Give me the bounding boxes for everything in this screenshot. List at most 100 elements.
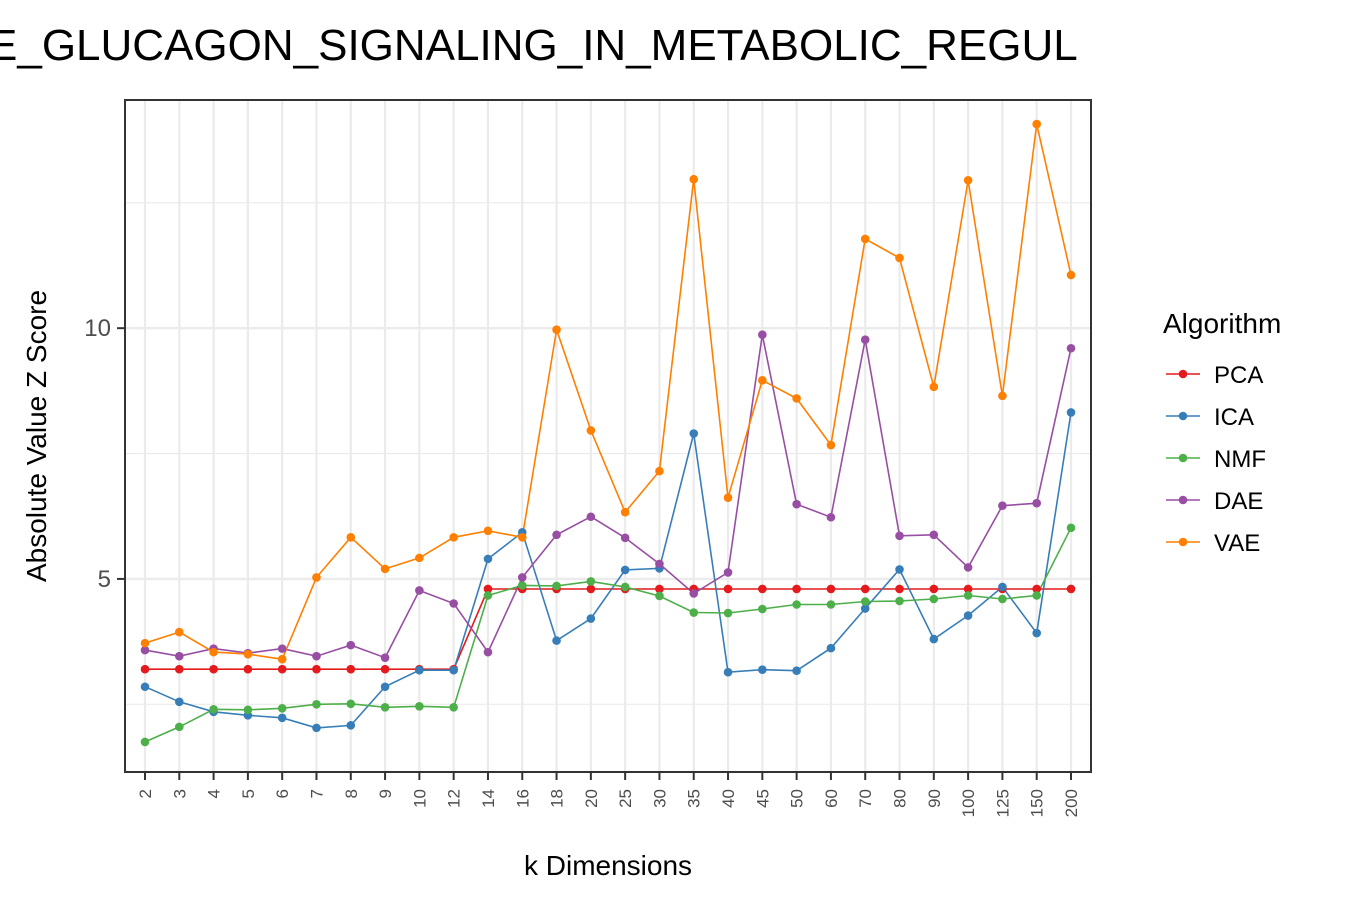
x-tick-label: 20	[582, 789, 601, 808]
legend-label: PCA	[1214, 362, 1263, 389]
data-point-ica	[895, 565, 904, 574]
data-point-ica	[449, 665, 458, 675]
data-point-nmf	[346, 699, 356, 709]
data-point-nmf	[1066, 523, 1076, 533]
data-point-vae	[895, 253, 904, 263]
legend-item-dae: DAE	[1166, 488, 1263, 515]
x-tick-label: 25	[616, 789, 635, 808]
data-point-pca	[758, 584, 767, 594]
data-point-dae	[723, 568, 733, 577]
legend-label: NMF	[1214, 446, 1266, 473]
data-point-vae	[346, 533, 356, 542]
data-point-pca	[312, 664, 321, 674]
data-point-dae	[517, 573, 527, 582]
data-point-dae	[792, 499, 801, 509]
data-point-nmf	[552, 581, 561, 591]
x-axis-title: k Dimensions	[524, 850, 692, 881]
data-point-dae	[552, 530, 561, 540]
data-point-ica	[552, 636, 561, 645]
data-point-nmf	[277, 704, 287, 713]
series-line-dae	[144, 334, 1072, 659]
data-point-vae	[174, 627, 184, 637]
data-point-pca	[723, 584, 733, 594]
legend-items: PCA ICA NMF DAE VAE	[1166, 362, 1266, 557]
data-point-dae	[140, 645, 150, 655]
legend-key-point	[1178, 495, 1188, 505]
legend: Algorithm PCA ICA NMF DAE VAE	[1163, 308, 1281, 557]
data-point-pca	[586, 584, 596, 594]
data-point-vae	[1066, 270, 1076, 280]
legend-label: ICA	[1214, 404, 1254, 431]
data-point-dae	[586, 512, 596, 522]
series-points	[140, 119, 1076, 747]
legend-title: Algorithm	[1163, 308, 1281, 339]
data-point-ica	[963, 611, 973, 620]
data-point-pca	[792, 584, 801, 594]
data-point-dae	[174, 651, 184, 661]
legend-key-point	[1178, 537, 1188, 547]
data-point-dae	[689, 589, 699, 598]
data-point-vae	[415, 553, 424, 563]
x-tick-label: 8	[342, 789, 361, 798]
data-point-dae	[620, 533, 630, 543]
data-point-nmf	[998, 594, 1007, 604]
data-point-pca	[483, 584, 493, 594]
data-point-dae	[312, 651, 321, 661]
data-point-dae	[449, 599, 458, 608]
data-point-vae	[449, 533, 458, 542]
x-tick-label: 150	[1028, 789, 1047, 817]
data-point-vae	[963, 175, 973, 185]
data-point-vae	[483, 526, 493, 536]
data-point-dae	[1066, 343, 1076, 353]
data-point-ica	[792, 666, 801, 675]
data-point-dae	[415, 586, 424, 595]
data-point-vae	[758, 376, 767, 385]
data-point-ica	[758, 665, 767, 674]
data-point-vae	[860, 234, 870, 244]
series-line-ica	[144, 412, 1072, 729]
data-point-dae	[929, 530, 939, 540]
x-tick-label: 200	[1062, 789, 1081, 817]
data-point-dae	[758, 330, 767, 339]
data-point-ica	[1066, 408, 1076, 417]
x-tick-label: 45	[753, 789, 772, 808]
data-point-dae	[380, 653, 390, 662]
data-point-ica	[586, 614, 596, 623]
data-point-ica	[998, 582, 1007, 592]
x-tick-label: 6	[273, 789, 292, 798]
data-point-ica	[929, 634, 939, 644]
data-point-nmf	[243, 705, 253, 715]
x-tick-label: 2	[136, 789, 155, 798]
legend-label: DAE	[1214, 488, 1263, 515]
x-tick-label: 35	[685, 789, 704, 808]
data-point-vae	[826, 440, 836, 450]
x-tick-label: 60	[822, 789, 841, 808]
data-point-ica	[312, 723, 321, 733]
data-point-pca	[860, 584, 870, 594]
x-tick-label: 7	[307, 789, 326, 798]
y-tick-label: 10	[84, 315, 111, 342]
data-point-pca	[963, 584, 973, 594]
data-point-vae	[689, 174, 699, 184]
data-point-ica	[826, 643, 836, 653]
y-tick-label: 5	[98, 566, 111, 593]
x-tick-label: 18	[548, 789, 567, 808]
x-axis-ticks: 2 3 4 5 6 7 8 9 10 12 14 16 18 20 25 30 35 40 45 50 60 70 80 90…	[136, 772, 1081, 817]
data-point-nmf	[380, 703, 390, 712]
data-point-nmf	[689, 608, 699, 617]
data-point-dae	[483, 647, 493, 657]
x-tick-label: 90	[925, 789, 944, 808]
data-point-nmf	[758, 604, 767, 614]
series-line-pca	[145, 588, 1071, 671]
x-tick-label: 50	[788, 789, 807, 808]
data-point-ica	[483, 554, 493, 564]
x-tick-label: 16	[513, 789, 532, 808]
data-point-ica	[140, 682, 150, 692]
x-tick-label: 9	[376, 789, 395, 798]
data-point-dae	[655, 559, 664, 569]
series-line-nmf	[144, 527, 1072, 743]
data-point-nmf	[415, 702, 424, 711]
data-point-vae	[209, 647, 218, 657]
x-tick-label: 3	[170, 789, 189, 798]
